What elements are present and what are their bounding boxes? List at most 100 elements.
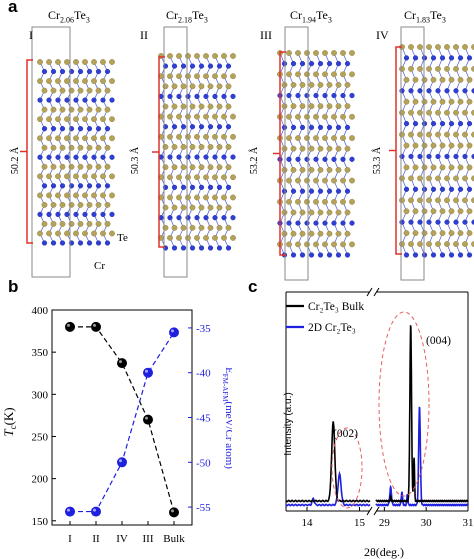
te-atom bbox=[59, 87, 66, 94]
cr-atom bbox=[95, 68, 102, 75]
cr-atom bbox=[408, 219, 414, 225]
te-atom bbox=[439, 142, 446, 149]
cr-atom bbox=[198, 245, 205, 251]
te-atom bbox=[322, 71, 328, 78]
te-atom bbox=[403, 142, 410, 149]
te-atom bbox=[37, 173, 43, 180]
te-atom bbox=[299, 209, 306, 216]
te-atom bbox=[335, 81, 342, 88]
te-atom bbox=[46, 78, 52, 84]
te-atom bbox=[46, 173, 52, 180]
te-atom bbox=[340, 135, 346, 141]
cr-atom bbox=[403, 252, 410, 258]
cr-atom bbox=[403, 186, 410, 192]
te-atom bbox=[176, 113, 182, 120]
cr-atom bbox=[55, 211, 61, 218]
te-atom bbox=[299, 81, 306, 88]
cr-atom bbox=[466, 121, 473, 127]
te-atom bbox=[331, 135, 337, 141]
structure-roman: II bbox=[140, 28, 148, 42]
te-atom bbox=[453, 197, 459, 204]
cr-atom bbox=[435, 219, 441, 225]
te-atom bbox=[109, 135, 115, 142]
te-atom bbox=[41, 221, 48, 227]
te-atom bbox=[408, 65, 414, 72]
te-atom bbox=[41, 87, 48, 94]
te-atom bbox=[50, 163, 57, 170]
data-point bbox=[143, 367, 153, 378]
te-atom bbox=[426, 197, 432, 204]
panel-b-letter: b bbox=[8, 277, 19, 296]
te-atom bbox=[55, 59, 61, 65]
cr-atom bbox=[399, 153, 405, 160]
te-atom bbox=[290, 230, 297, 237]
cr-atom bbox=[326, 61, 333, 67]
te-atom bbox=[180, 164, 187, 171]
cr-atom bbox=[91, 97, 97, 103]
te-atom bbox=[399, 197, 405, 204]
te-atom bbox=[286, 241, 292, 248]
te-atom bbox=[308, 145, 315, 152]
te-atom bbox=[46, 230, 52, 237]
te-atom bbox=[403, 98, 410, 105]
te-atom bbox=[189, 83, 196, 90]
cr-atom bbox=[212, 154, 218, 160]
te-atom bbox=[322, 241, 328, 248]
left-tick-label: 150 bbox=[32, 516, 49, 528]
te-atom bbox=[299, 145, 306, 152]
te-atom bbox=[176, 174, 182, 181]
te-atom bbox=[439, 230, 446, 237]
te-atom bbox=[171, 83, 178, 90]
te-atom bbox=[91, 230, 97, 237]
data-point bbox=[117, 457, 127, 468]
te-atom bbox=[448, 208, 455, 215]
te-atom bbox=[82, 173, 88, 180]
te-atom bbox=[286, 71, 292, 78]
te-atom-label: Te bbox=[117, 232, 128, 244]
te-atom bbox=[317, 145, 324, 152]
cr-atom bbox=[322, 92, 328, 99]
te-atom bbox=[299, 167, 306, 173]
te-atom bbox=[216, 144, 223, 150]
xrd-bulk-curve bbox=[285, 325, 469, 503]
te-atom bbox=[322, 135, 328, 141]
cr-atom bbox=[37, 97, 43, 103]
te-atom bbox=[408, 197, 414, 204]
te-atom bbox=[412, 230, 419, 237]
te-atom bbox=[299, 230, 306, 237]
cr-atom bbox=[299, 252, 306, 258]
cr-atom bbox=[55, 97, 61, 103]
te-atom bbox=[444, 131, 450, 138]
category-label: Bulk bbox=[163, 533, 185, 545]
te-atom bbox=[189, 224, 196, 231]
te-atom bbox=[403, 208, 410, 215]
cr-atom bbox=[198, 63, 205, 69]
te-atom bbox=[331, 71, 337, 78]
te-atom bbox=[308, 103, 315, 110]
te-atom bbox=[457, 76, 464, 83]
cr-atom bbox=[471, 219, 474, 225]
te-atom bbox=[86, 221, 93, 227]
te-atom bbox=[216, 103, 223, 110]
right-tick-label: -55 bbox=[196, 502, 211, 514]
cr-atom bbox=[471, 153, 474, 160]
te-atom bbox=[448, 230, 455, 237]
te-atom bbox=[230, 234, 236, 241]
cr-atom bbox=[322, 156, 328, 162]
cr-atom bbox=[444, 88, 450, 94]
data-point bbox=[143, 414, 153, 425]
cr-atom bbox=[448, 186, 455, 192]
te-atom bbox=[37, 116, 43, 123]
cr-atom bbox=[426, 153, 432, 160]
cr-atom bbox=[412, 186, 419, 192]
te-atom bbox=[317, 167, 324, 173]
te-atom bbox=[290, 145, 297, 152]
te-atom bbox=[322, 50, 328, 56]
te-atom bbox=[435, 44, 441, 50]
te-atom bbox=[466, 164, 473, 171]
te-atom bbox=[194, 133, 200, 140]
te-atom bbox=[167, 194, 173, 201]
cr-atom bbox=[457, 55, 464, 61]
cr-atom bbox=[64, 211, 70, 218]
te-atom bbox=[295, 113, 301, 120]
